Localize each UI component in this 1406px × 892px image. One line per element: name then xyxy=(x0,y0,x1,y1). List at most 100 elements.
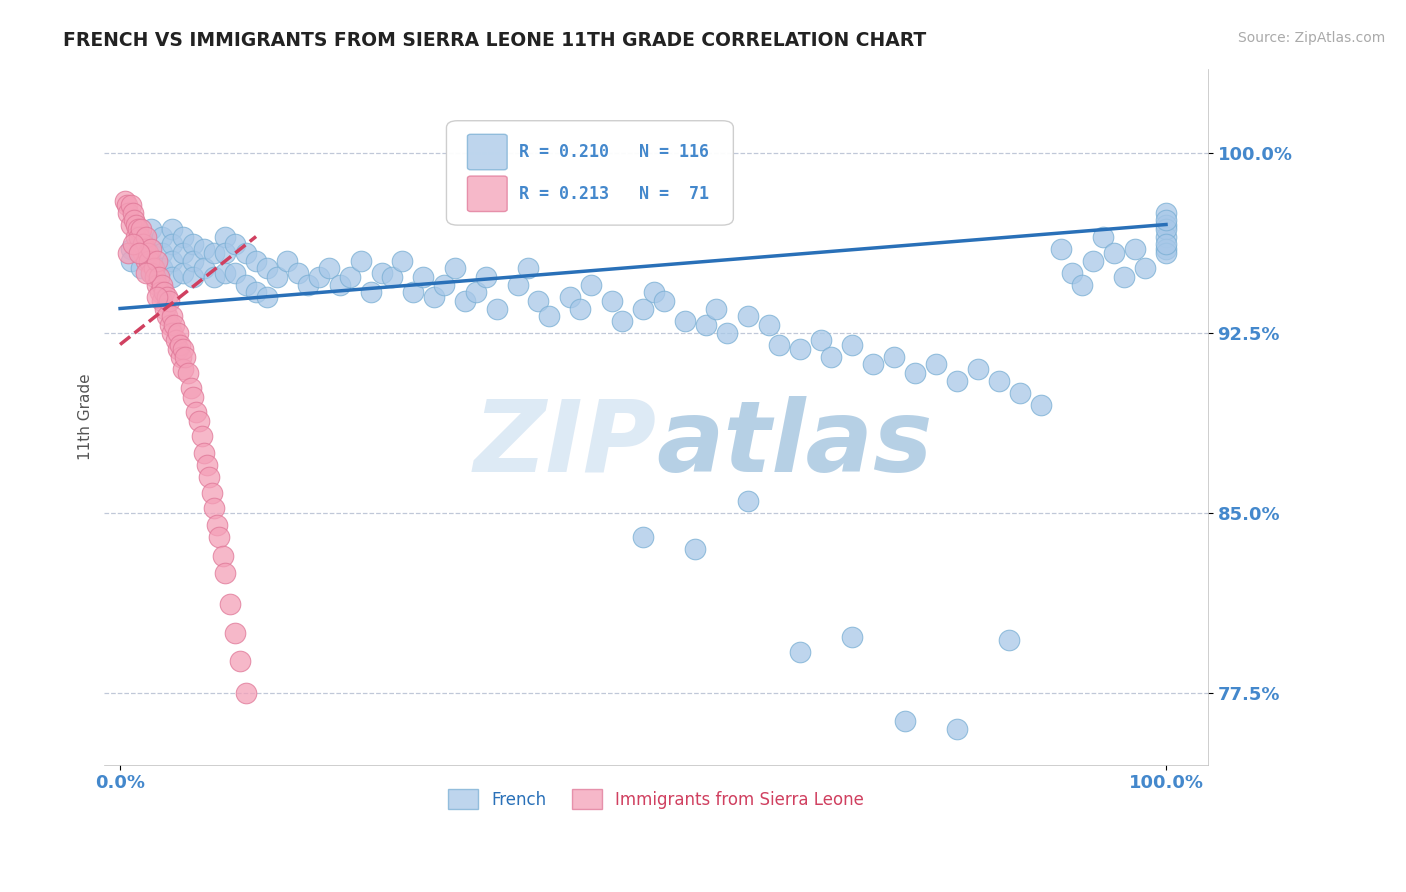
Point xyxy=(219,597,242,611)
Point xyxy=(789,343,811,357)
Point xyxy=(1102,246,1125,260)
Point xyxy=(925,357,948,371)
Point xyxy=(207,517,229,532)
Point xyxy=(163,318,186,333)
Point xyxy=(181,270,204,285)
Point xyxy=(737,493,759,508)
Point xyxy=(862,357,884,371)
Point xyxy=(600,294,623,309)
Point xyxy=(150,246,173,260)
Text: Source: ZipAtlas.com: Source: ZipAtlas.com xyxy=(1237,31,1385,45)
Point xyxy=(297,277,319,292)
Point xyxy=(150,260,173,275)
Point xyxy=(172,361,194,376)
Point xyxy=(141,266,163,280)
Point xyxy=(156,289,179,303)
Point xyxy=(235,685,257,699)
Point xyxy=(141,242,163,256)
Point xyxy=(125,218,148,232)
Point xyxy=(1154,212,1177,227)
Point xyxy=(195,458,218,472)
Point xyxy=(162,253,184,268)
Point xyxy=(201,486,224,500)
Point xyxy=(174,350,197,364)
Point xyxy=(162,270,184,285)
Point xyxy=(266,270,288,285)
Point xyxy=(789,645,811,659)
Point xyxy=(186,405,208,419)
Point xyxy=(716,326,738,340)
Point xyxy=(1154,205,1177,219)
Point xyxy=(652,294,675,309)
Point xyxy=(214,246,236,260)
Point xyxy=(162,309,184,323)
Text: ZIP: ZIP xyxy=(474,396,657,493)
Point xyxy=(308,270,330,285)
Point xyxy=(946,722,969,736)
Point xyxy=(883,350,905,364)
Point xyxy=(138,253,160,268)
Point xyxy=(1008,385,1031,400)
Point xyxy=(166,343,188,357)
Point xyxy=(391,253,413,268)
Point xyxy=(1114,270,1136,285)
Point xyxy=(946,374,969,388)
Point xyxy=(1081,253,1104,268)
Point xyxy=(180,381,202,395)
Point xyxy=(966,361,988,376)
Point xyxy=(329,277,352,292)
Point xyxy=(145,253,167,268)
Point xyxy=(129,229,152,244)
Point xyxy=(412,270,434,285)
Point xyxy=(121,236,143,251)
Point xyxy=(224,625,246,640)
Point xyxy=(135,266,157,280)
FancyBboxPatch shape xyxy=(447,120,734,225)
Point xyxy=(673,313,696,327)
Point xyxy=(145,289,167,303)
Point xyxy=(214,266,236,280)
Point xyxy=(128,246,150,260)
Point xyxy=(1154,246,1177,260)
Point xyxy=(125,229,148,244)
Point xyxy=(360,285,382,299)
Point xyxy=(433,277,456,292)
Text: atlas: atlas xyxy=(657,396,932,493)
Point xyxy=(114,194,136,208)
Point xyxy=(820,350,842,364)
Point xyxy=(149,285,172,299)
Point xyxy=(1154,229,1177,244)
Point xyxy=(162,236,184,251)
Point xyxy=(128,229,150,244)
Point xyxy=(235,277,257,292)
Point xyxy=(142,260,165,275)
Point xyxy=(145,277,167,292)
Point xyxy=(1154,218,1177,232)
Point xyxy=(758,318,780,333)
Point xyxy=(208,529,231,543)
Point xyxy=(214,229,236,244)
Point xyxy=(120,253,142,268)
Point xyxy=(229,654,252,668)
Point xyxy=(1123,242,1146,256)
Point xyxy=(172,343,194,357)
Point xyxy=(122,212,145,227)
Point xyxy=(1071,277,1094,292)
FancyBboxPatch shape xyxy=(467,135,508,169)
Point xyxy=(177,367,200,381)
Point xyxy=(150,294,173,309)
Text: R = 0.213   N =  71: R = 0.213 N = 71 xyxy=(519,185,709,202)
Point xyxy=(141,253,163,268)
Point xyxy=(454,294,477,309)
Point xyxy=(245,285,267,299)
Point xyxy=(1092,229,1115,244)
Point xyxy=(181,253,204,268)
Point xyxy=(117,205,139,219)
Legend: French, Immigrants from Sierra Leone: French, Immigrants from Sierra Leone xyxy=(441,783,870,815)
Point xyxy=(1154,236,1177,251)
Text: FRENCH VS IMMIGRANTS FROM SIERRA LEONE 11TH GRADE CORRELATION CHART: FRENCH VS IMMIGRANTS FROM SIERRA LEONE 1… xyxy=(63,31,927,50)
Point xyxy=(318,260,340,275)
Point xyxy=(132,246,155,260)
Y-axis label: 11th Grade: 11th Grade xyxy=(79,373,93,460)
Point xyxy=(129,260,152,275)
